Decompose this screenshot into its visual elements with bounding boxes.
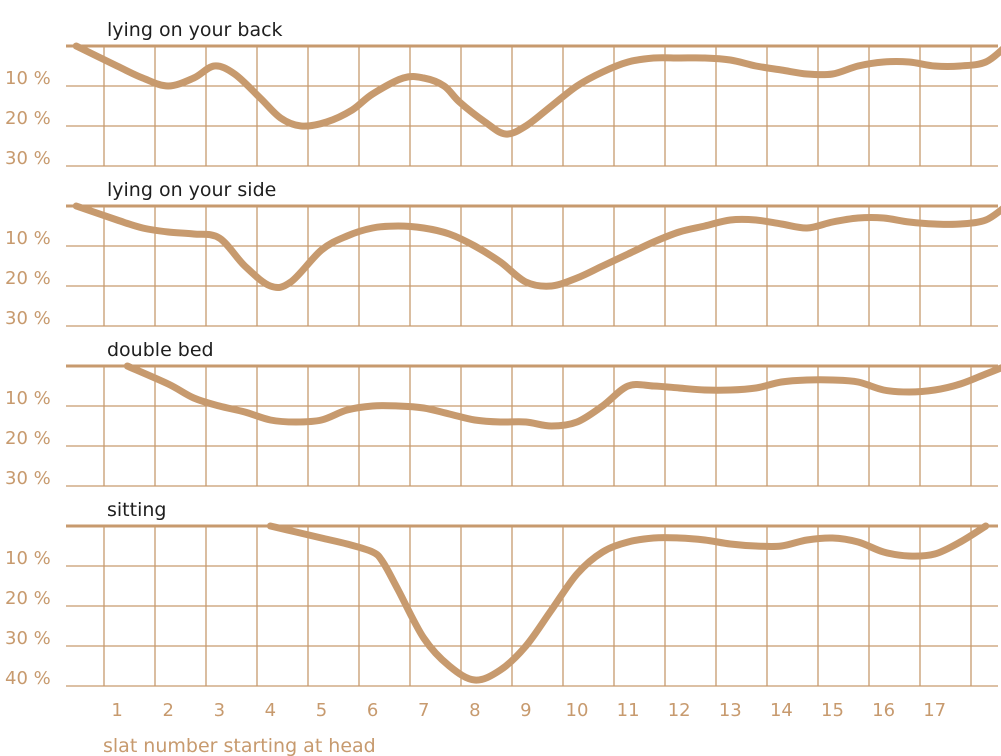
x-tick-label: 2 [162, 700, 173, 721]
x-tick-label: 5 [316, 700, 327, 721]
x-tick-label: 3 [214, 700, 225, 721]
x-tick-label: 6 [367, 700, 378, 721]
x-tick-label: 17 [923, 700, 946, 721]
x-tick-label: 10 [566, 700, 589, 721]
x-tick-label: 8 [469, 700, 480, 721]
y-tick-label: 20 % [5, 428, 51, 449]
y-tick-label: 20 % [5, 108, 51, 129]
panel-title: lying on your side [107, 179, 276, 201]
x-tick-label: 15 [821, 700, 844, 721]
x-tick-label: 1 [111, 700, 122, 721]
y-tick-label: 20 % [5, 588, 51, 609]
y-tick-label: 10 % [5, 68, 51, 89]
panel-title: lying on your back [107, 19, 283, 41]
y-tick-label: 10 % [5, 228, 51, 249]
y-tick-label: 10 % [5, 548, 51, 569]
y-tick-label: 30 % [5, 628, 51, 649]
x-axis-label: slat number starting at head [103, 735, 376, 756]
x-tick-label: 12 [668, 700, 691, 721]
x-tick-label: 14 [770, 700, 793, 721]
y-tick-label: 30 % [5, 148, 51, 169]
x-tick-label: 7 [418, 700, 429, 721]
y-tick-label: 10 % [5, 388, 51, 409]
y-tick-label: 20 % [5, 268, 51, 289]
y-tick-label: 30 % [5, 468, 51, 489]
series-line [72, 42, 1001, 138]
x-tick-label: 4 [265, 700, 276, 721]
panel-title: double bed [107, 339, 214, 361]
x-tick-label: 16 [872, 700, 895, 721]
series-line [72, 202, 1001, 291]
series-line [266, 522, 990, 684]
x-tick-label: 9 [520, 700, 531, 721]
panel-title: sitting [107, 499, 166, 521]
y-tick-label: 30 % [5, 308, 51, 329]
y-tick-label: 40 % [5, 668, 51, 689]
series-line [123, 362, 1001, 430]
x-tick-label: 11 [617, 700, 640, 721]
x-tick-label: 13 [719, 700, 742, 721]
